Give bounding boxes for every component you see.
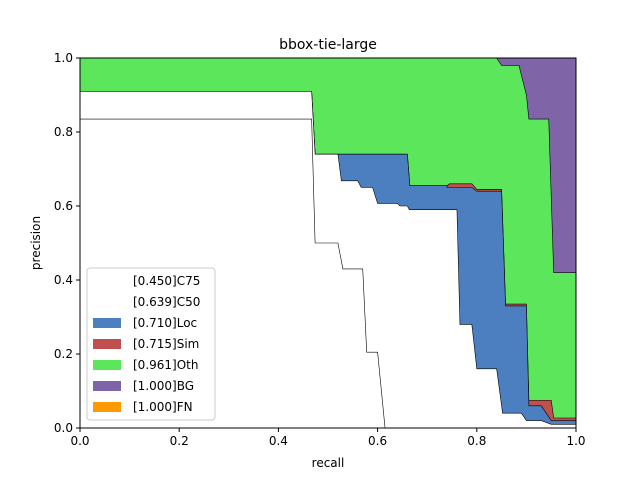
legend-label-oth: [0.961]Oth	[133, 358, 198, 372]
plot-frame	[79, 57, 577, 429]
legend-swatch-c75	[93, 276, 121, 286]
legend-swatch-sim	[93, 339, 121, 349]
legend-label-fn: [1.000]FN	[133, 400, 193, 414]
x-tick-label: 0.6	[368, 434, 387, 448]
legend-swatch-fn	[93, 402, 121, 412]
y-tick-label: 1.0	[54, 51, 73, 65]
y-axis-ticks: 0.0 0.2 0.4 0.6 0.8 1.0	[54, 51, 80, 435]
x-tick-label: 0.4	[269, 434, 288, 448]
legend-label-bg: [1.000]BG	[133, 379, 194, 393]
y-tick-label: 0.2	[54, 347, 73, 361]
x-tick-label: 0.8	[467, 434, 486, 448]
x-axis-ticks: 0.0 0.2 0.4 0.6 0.8 1.0	[70, 428, 586, 448]
legend-label-c75: [0.450]C75	[133, 274, 200, 288]
legend-swatch-loc	[93, 318, 121, 328]
x-axis-label: recall	[312, 456, 345, 470]
legend-swatch-bg	[93, 381, 121, 391]
y-axis-label: precision	[29, 216, 43, 270]
y-tick-label: 0.8	[54, 125, 73, 139]
legend-label-loc: [0.710]Loc	[133, 316, 197, 330]
y-tick-label: 0.6	[54, 199, 73, 213]
legend-swatch-c50	[93, 297, 121, 307]
legend-label-sim: [0.715]Sim	[133, 337, 199, 351]
x-tick-label: 0.2	[170, 434, 189, 448]
legend-swatch-oth	[93, 360, 121, 370]
chart-title: bbox-tie-large	[279, 37, 377, 53]
legend: [0.450]C75 [0.639]C50 [0.710]Loc [0.715]Sim…	[86, 267, 216, 421]
x-tick-label: 1.0	[566, 434, 585, 448]
y-tick-label: 0.4	[54, 273, 73, 287]
y-tick-label: 0.0	[54, 421, 73, 435]
x-tick-label: 0.0	[70, 434, 89, 448]
legend-label-c50: [0.639]C50	[133, 295, 200, 309]
